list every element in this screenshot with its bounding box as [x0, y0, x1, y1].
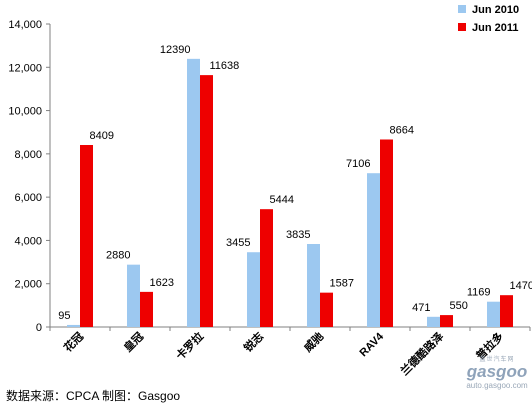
data-label: 8664 [390, 124, 414, 136]
y-tick-label: 12,000 [8, 62, 42, 74]
source-note: 数据来源：CPCA 制图：Gasgoo [6, 389, 181, 403]
category-label: 皇冠 [121, 329, 146, 354]
data-label: 8409 [90, 130, 114, 142]
legend-swatch-1 [458, 5, 466, 13]
watermark-top-text: 盖世汽车网 [479, 357, 515, 363]
data-label: 2880 [106, 250, 130, 262]
y-tick-label: 6,000 [14, 192, 42, 204]
y-tick-label: 10,000 [8, 106, 42, 118]
y-tick-label: 8,000 [14, 149, 42, 161]
data-label: 12390 [160, 44, 191, 56]
category-label: 卡罗拉 [173, 329, 206, 362]
data-label: 11638 [210, 60, 240, 72]
gasgoo-watermark: 盖世汽车网 gasgoo auto.gasgoo.com [464, 354, 530, 390]
data-label: 550 [450, 300, 468, 312]
bar-series-1 [427, 316, 440, 327]
data-label: 1623 [150, 277, 174, 289]
bar-series-2 [320, 292, 333, 327]
y-tick-label: 4,000 [14, 235, 42, 247]
data-label: 1169 [467, 287, 491, 299]
bar-series-2 [260, 209, 273, 327]
bar-series-1 [187, 58, 200, 327]
legend-swatch-2 [458, 23, 466, 31]
watermark-url: auto.gasgoo.com [466, 381, 528, 390]
bar-series-2 [500, 295, 513, 327]
bar-series-2 [200, 75, 213, 328]
bar-series-1 [247, 252, 260, 327]
category-label: RAV4 [357, 330, 386, 359]
data-label: 3835 [286, 229, 310, 241]
bar-series-2 [440, 315, 453, 327]
chart-bars [67, 58, 513, 328]
y-tick-label: 14,000 [8, 19, 42, 31]
category-label: 威驰 [301, 329, 326, 354]
y-tick-label: 0 [36, 322, 42, 334]
bar-series-2 [140, 291, 153, 327]
data-label: 1470 [510, 280, 532, 292]
bar-series-2 [80, 145, 93, 327]
chart-data-labels: 95 8409 2880 1623 12390 11638 3455 5444 3835 1587… [58, 44, 532, 322]
data-label: 5444 [270, 194, 294, 206]
bar-series-1 [127, 264, 140, 327]
legend-label-2: Jun 2011 [472, 22, 518, 34]
bar-series-1 [67, 324, 80, 327]
data-label: 95 [58, 310, 70, 322]
category-label: 锐志 [241, 329, 266, 354]
data-label: 471 [412, 302, 430, 314]
y-tick-label: 2,000 [14, 279, 42, 291]
bar-series-1 [367, 173, 380, 327]
data-label: 7106 [346, 158, 370, 170]
category-label: 花冠 [61, 329, 86, 354]
chart-category-labels: 花冠 皇冠 卡罗拉 锐志 威驰 RAV4 兰德酷路泽 普拉多 [61, 329, 506, 378]
chart-axes: 0 2,000 4,000 6,000 8,000 10,000 12,000 14,000 [8, 19, 531, 334]
bar-series-2 [380, 139, 393, 327]
category-label: 兰德酷路泽 [397, 329, 446, 378]
data-label: 3455 [226, 237, 250, 249]
data-label: 1587 [330, 278, 354, 290]
legend-label-1: Jun 2010 [472, 4, 519, 16]
chart-legend: Jun 2010 Jun 2011 [458, 4, 519, 34]
bar-series-1 [307, 243, 320, 327]
bar-series-1 [487, 301, 500, 327]
watermark-logo: gasgoo [466, 362, 528, 381]
